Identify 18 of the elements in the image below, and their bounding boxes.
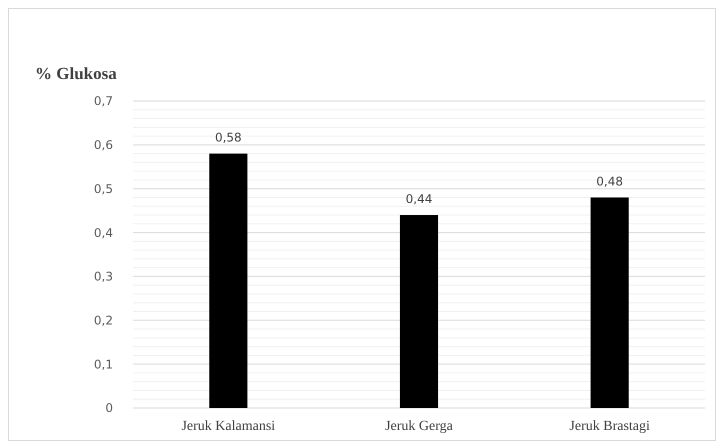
bar — [590, 197, 629, 408]
x-tick-label: Jeruk Kalamansi — [181, 419, 276, 434]
data-label: 0,58 — [214, 130, 242, 145]
y-tick-label: 0,1 — [94, 357, 113, 372]
y-tick-label: 0,4 — [94, 226, 113, 240]
y-tick-label: 0,6 — [94, 138, 113, 152]
x-tick-label: Jeruk Gerga — [385, 419, 454, 434]
chart-title: % Glukosa — [35, 64, 118, 83]
y-tick-label: 0,2 — [94, 313, 113, 328]
bar — [209, 154, 248, 408]
data-label: 0,44 — [406, 192, 432, 206]
y-tick-label: 0,7 — [94, 94, 113, 108]
bar — [400, 215, 438, 408]
y-tick-label: 0 — [105, 401, 113, 416]
data-label: 0,48 — [596, 174, 624, 188]
y-tick-label: 0,5 — [94, 182, 113, 196]
x-tick-label: Jeruk Brastagi — [569, 419, 650, 434]
y-tick-label: 0,3 — [94, 270, 113, 284]
